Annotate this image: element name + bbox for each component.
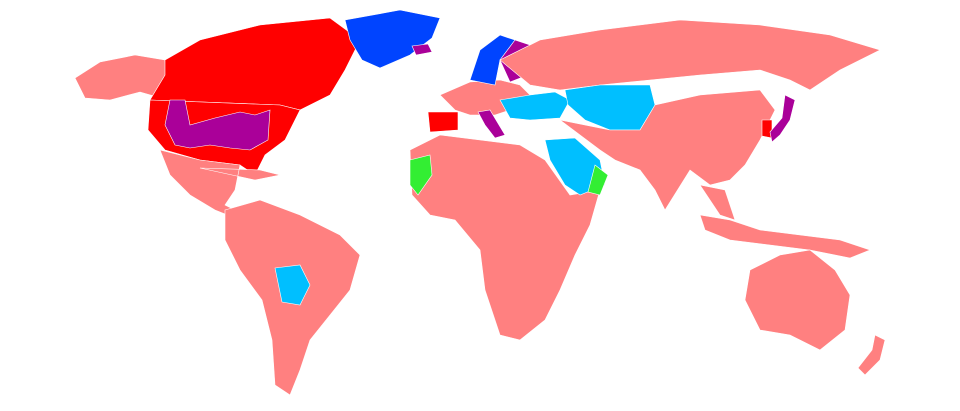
region-iceland bbox=[411, 43, 433, 56]
region-russia bbox=[499, 19, 881, 91]
region-new-zealand bbox=[857, 334, 886, 376]
region-indonesia bbox=[699, 214, 871, 259]
region-spain bbox=[427, 111, 459, 133]
region-western-sahara bbox=[409, 154, 433, 196]
region-africa bbox=[409, 134, 601, 341]
region-kazakhstan-central-asia bbox=[564, 84, 656, 131]
region-bolivia bbox=[274, 264, 311, 306]
region-balkans-turkey bbox=[499, 91, 571, 121]
region-japan bbox=[769, 94, 796, 143]
region-oman bbox=[587, 164, 609, 196]
region-italy bbox=[477, 109, 506, 139]
region-asia bbox=[559, 89, 776, 221]
region-australia bbox=[744, 249, 851, 351]
region-greenland bbox=[344, 9, 441, 69]
region-canada bbox=[149, 17, 361, 111]
region-us-states-purple bbox=[164, 99, 271, 151]
